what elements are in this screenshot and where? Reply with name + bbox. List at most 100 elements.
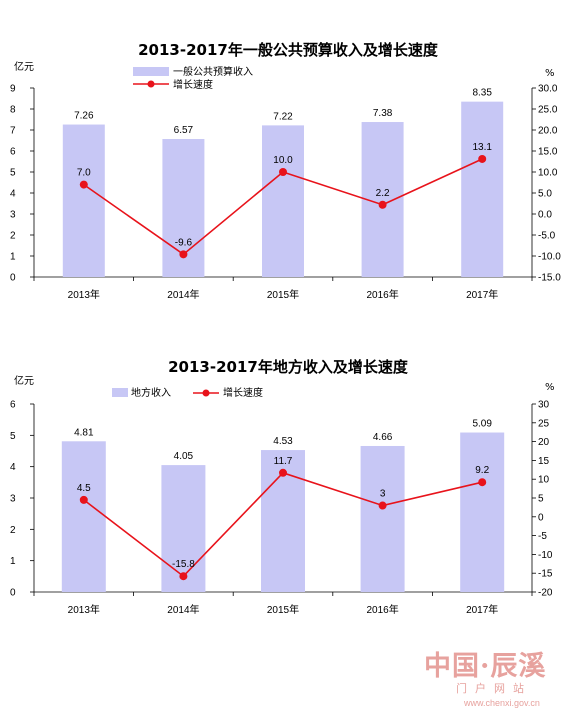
left-tick-label: 1 (10, 556, 16, 567)
bar (360, 445, 405, 592)
bar (461, 101, 504, 278)
growth-rate-point (79, 180, 88, 189)
x-category-label: 2016年 (366, 288, 398, 301)
right-tick-label: 15.0 (538, 147, 558, 158)
legend-line-marker (147, 80, 155, 88)
bar-value-label: 4.53 (273, 436, 293, 447)
right-tick-label: 30 (538, 400, 550, 411)
watermark-subtitle: 门户网站 (456, 682, 532, 695)
watermark-url: www.chenxi.gov.cn (464, 698, 540, 708)
right-tick-label: 0.0 (538, 210, 552, 221)
right-axis-unit: % (545, 382, 555, 393)
growth-rate-label: -9.6 (175, 237, 193, 248)
chart-title: 2013-2017年一般公共预算收入及增长速度 (138, 41, 439, 59)
growth-rate-point (378, 200, 387, 209)
bar (262, 125, 304, 277)
bar-value-label: 4.05 (174, 451, 194, 462)
x-category-label: 2015年 (267, 603, 299, 616)
right-tick-label: -5.0 (538, 231, 556, 242)
right-tick-label: 20.0 (538, 126, 558, 137)
right-tick-label: 30.0 (538, 84, 558, 95)
bar (61, 441, 106, 592)
legend-line-label: 增长速度 (173, 78, 213, 91)
bar-value-label: 7.22 (273, 111, 293, 122)
right-axis-unit: % (545, 68, 555, 79)
left-tick-label: 2 (10, 525, 16, 536)
bar-value-label: 7.26 (74, 111, 94, 122)
left-tick-label: 9 (10, 84, 16, 95)
left-tick-label: 3 (10, 210, 16, 221)
right-tick-label: -15 (538, 569, 553, 580)
left-axis-unit: 亿元 (14, 374, 34, 387)
legend-line-label: 增长速度 (223, 386, 263, 399)
left-tick-label: 4 (10, 189, 16, 200)
legend-line-marker (202, 389, 210, 397)
right-tick-label: 15 (538, 456, 550, 467)
bar (460, 432, 505, 592)
site-watermark: 中国·辰溪 门户网站 www.chenxi.gov.cn (420, 640, 570, 715)
x-category-label: 2017年 (466, 288, 498, 301)
right-tick-label: 10 (538, 475, 550, 486)
legend-bar-label: 一般公共预算收入 (173, 65, 253, 78)
bar-value-label: 4.66 (373, 432, 393, 443)
x-category-label: 2015年 (267, 288, 299, 301)
left-tick-label: 5 (10, 168, 16, 179)
right-tick-label: -15.0 (538, 273, 561, 284)
growth-rate-label: 3 (380, 489, 386, 500)
right-tick-label: 5 (538, 494, 544, 505)
right-tick-label: -10.0 (538, 252, 561, 263)
growth-rate-point (279, 168, 287, 176)
legend-bar-swatch (112, 388, 128, 397)
right-tick-label: 20 (538, 437, 550, 448)
growth-rate-label: -15.8 (172, 559, 195, 570)
legend-bar-label: 地方收入 (131, 386, 171, 399)
x-category-label: 2013年 (68, 603, 100, 616)
x-category-label: 2013年 (68, 288, 100, 301)
growth-rate-label: 7.0 (77, 168, 91, 179)
bar-value-label: 4.81 (74, 427, 94, 438)
left-tick-label: 0 (10, 273, 16, 284)
growth-rate-label: 9.2 (475, 465, 489, 476)
legend-bar-swatch (133, 67, 169, 76)
growth-rate-point (478, 154, 487, 163)
right-tick-label: 5.0 (538, 189, 552, 200)
bar (62, 124, 105, 277)
left-tick-label: 7 (10, 126, 16, 137)
growth-rate-point (279, 468, 287, 477)
watermark-logo-text: 中国·辰溪 (424, 651, 547, 682)
right-tick-label: 25 (538, 418, 550, 429)
growth-rate-point (79, 495, 88, 504)
left-tick-label: 0 (10, 588, 16, 599)
growth-rate-label: 2.2 (376, 188, 390, 199)
x-category-label: 2014年 (167, 603, 199, 616)
growth-rate-point (378, 501, 387, 510)
bar-value-label: 6.57 (174, 125, 194, 136)
x-category-label: 2014年 (167, 288, 199, 301)
right-tick-label: -10 (538, 550, 553, 561)
left-tick-label: 6 (10, 400, 16, 411)
left-tick-label: 8 (10, 105, 16, 116)
growth-rate-label: 4.5 (77, 483, 91, 494)
right-tick-label: -5 (538, 531, 547, 542)
growth-rate-label: 10.0 (273, 155, 293, 166)
growth-rate-label: 11.7 (274, 456, 293, 467)
left-axis-unit: 亿元 (14, 60, 34, 73)
bar-value-label: 8.35 (472, 88, 492, 99)
left-tick-label: 4 (10, 462, 16, 473)
left-tick-label: 1 (10, 252, 16, 263)
left-tick-label: 6 (10, 147, 16, 158)
bar-value-label: 5.09 (472, 419, 492, 430)
left-tick-label: 3 (10, 494, 16, 505)
left-tick-label: 2 (10, 231, 16, 242)
growth-rate-point (179, 572, 188, 581)
right-tick-label: 0 (538, 512, 544, 523)
x-category-label: 2017年 (466, 603, 498, 616)
left-tick-label: 5 (10, 431, 16, 442)
right-tick-label: -20 (538, 588, 553, 599)
growth-rate-point (179, 250, 188, 259)
bar (161, 465, 206, 592)
right-tick-label: 10.0 (538, 168, 558, 179)
growth-rate-point (478, 478, 487, 487)
right-tick-label: 25.0 (538, 105, 558, 116)
